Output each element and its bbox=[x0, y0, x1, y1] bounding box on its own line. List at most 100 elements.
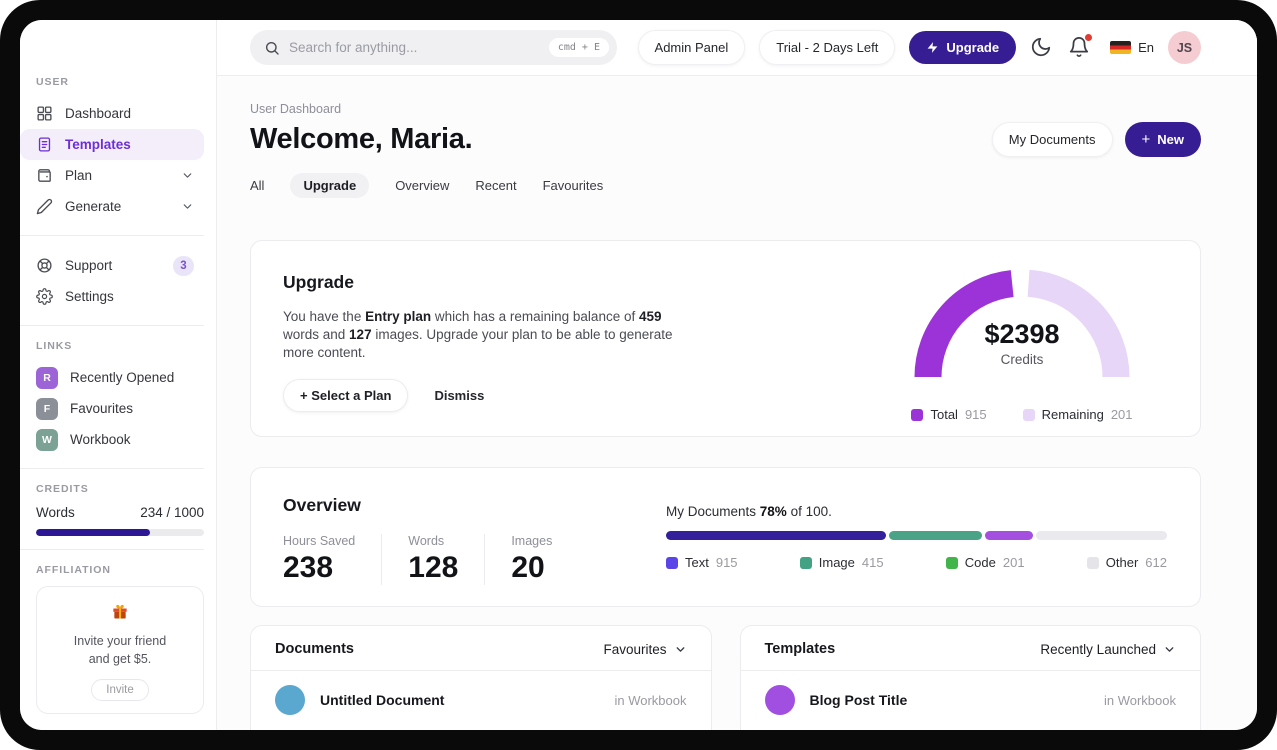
sidebar-link-favourites[interactable]: F Favourites bbox=[20, 393, 204, 424]
stat-hours-saved: Hours Saved 238 bbox=[283, 534, 383, 585]
admin-panel-button[interactable]: Admin Panel bbox=[637, 30, 746, 65]
upgrade-card-body: You have the Entry plan which has a rema… bbox=[283, 309, 673, 360]
dismiss-button[interactable]: Dismiss bbox=[434, 387, 485, 403]
tab-recent[interactable]: Recent bbox=[475, 178, 517, 193]
legend-item-remaining: Remaining 201 bbox=[1022, 407, 1133, 422]
sidebar: USER Dashboard Templates Plan bbox=[20, 20, 217, 730]
search-icon bbox=[264, 40, 280, 56]
legend-swatch bbox=[911, 408, 924, 421]
link-label: Recently Opened bbox=[70, 370, 175, 385]
link-initial-badge: W bbox=[36, 428, 58, 451]
sidebar-item-label: Support bbox=[65, 258, 113, 273]
credits-progress-fill bbox=[36, 529, 151, 536]
tab-bar: All Upgrade Overview Recent Favourites bbox=[250, 173, 1201, 198]
document-list-item[interactable]: Untitled Document in Workbook bbox=[251, 671, 711, 729]
templates-document-icon bbox=[36, 136, 53, 153]
new-button-label: New bbox=[1157, 132, 1184, 147]
bar-segment-code bbox=[985, 531, 1033, 540]
templates-filter-dropdown[interactable]: Recently Launched bbox=[1040, 642, 1176, 657]
main-area: cmd + E Admin Panel Trial - 2 Days Left … bbox=[217, 20, 1257, 730]
notifications-button[interactable] bbox=[1068, 33, 1093, 60]
sidebar-divider bbox=[20, 235, 204, 236]
affiliation-card: Invite your friend and get $5. Invite bbox=[36, 586, 204, 715]
credits-progress-track bbox=[36, 529, 204, 536]
chevron-down-icon bbox=[181, 200, 194, 213]
upgrade-card-title: Upgrade bbox=[283, 272, 354, 292]
tab-all[interactable]: All bbox=[250, 178, 265, 193]
legend-swatch bbox=[1086, 556, 1099, 569]
legend-swatch bbox=[1022, 408, 1035, 421]
tab-upgrade[interactable]: Upgrade bbox=[290, 173, 370, 198]
wallet-icon bbox=[36, 167, 53, 184]
sidebar-item-label: Generate bbox=[65, 199, 122, 214]
pencil-icon bbox=[36, 198, 53, 215]
stat-words: Words 128 bbox=[408, 534, 486, 585]
sidebar-section-affiliation: AFFILIATION bbox=[36, 564, 111, 576]
link-initial-badge: F bbox=[36, 397, 58, 420]
sidebar-item-support[interactable]: Support 3 bbox=[20, 250, 204, 281]
document-location: in Workbook bbox=[614, 692, 687, 708]
sidebar-item-settings[interactable]: Settings bbox=[20, 281, 204, 312]
link-label: Favourites bbox=[70, 401, 134, 416]
moon-icon bbox=[1030, 36, 1052, 60]
trial-badge-button[interactable]: Trial - 2 Days Left bbox=[759, 30, 896, 65]
sidebar-item-templates[interactable]: Templates bbox=[20, 129, 204, 160]
upgrade-button[interactable]: Upgrade bbox=[909, 31, 1017, 64]
gauge-legend: Total 915 Remaining 201 bbox=[911, 407, 1133, 422]
tab-favourites[interactable]: Favourites bbox=[542, 178, 604, 193]
sidebar-item-label: Settings bbox=[65, 289, 114, 304]
language-label: En bbox=[1138, 40, 1154, 55]
templates-card: Templates Recently Launched Blog Post Ti… bbox=[739, 625, 1201, 730]
documents-filter-dropdown[interactable]: Favourites bbox=[603, 642, 686, 657]
sidebar-item-dashboard[interactable]: Dashboard bbox=[20, 98, 204, 129]
credits-gauge-chart: $2398 Credits bbox=[912, 267, 1132, 393]
my-documents-button[interactable]: My Documents bbox=[991, 122, 1113, 157]
breadcrumb: User Dashboard bbox=[250, 102, 342, 116]
sidebar-item-label: Templates bbox=[65, 137, 131, 152]
upgrade-button-label: Upgrade bbox=[946, 40, 1000, 55]
template-title: Blog Post Title bbox=[809, 692, 908, 708]
legend-swatch bbox=[666, 556, 678, 569]
select-plan-button[interactable]: + Select a Plan bbox=[283, 378, 409, 412]
support-count-badge: 3 bbox=[173, 255, 194, 276]
search-bar[interactable]: cmd + E bbox=[250, 30, 617, 65]
bell-icon bbox=[1068, 36, 1090, 60]
sidebar-link-recently-opened[interactable]: R Recently Opened bbox=[20, 362, 204, 393]
dark-mode-toggle[interactable] bbox=[1030, 36, 1054, 60]
overview-card: Overview Hours Saved 238 Words 128 Image… bbox=[250, 467, 1201, 607]
documents-progress-text: My Documents 78% of 100. bbox=[666, 504, 832, 519]
sidebar-item-plan[interactable]: Plan bbox=[20, 160, 204, 191]
bar-segment-text bbox=[666, 531, 887, 540]
content-area: User Dashboard Welcome, Maria. My Docume… bbox=[217, 76, 1257, 730]
new-button[interactable]: + New bbox=[1124, 122, 1201, 157]
template-list-item[interactable]: Blog Post Title in Workbook bbox=[741, 671, 1201, 729]
tab-overview[interactable]: Overview bbox=[395, 178, 450, 193]
user-avatar[interactable]: JS bbox=[1168, 31, 1201, 64]
invite-button[interactable]: Invite bbox=[91, 679, 149, 702]
gauge-remaining-arc bbox=[1027, 269, 1130, 378]
sidebar-link-workbook[interactable]: W Workbook bbox=[20, 424, 204, 455]
sidebar-divider bbox=[20, 468, 204, 469]
legend-swatch bbox=[799, 556, 812, 569]
templates-card-title: Templates bbox=[764, 641, 836, 657]
sidebar-divider bbox=[20, 549, 204, 550]
sidebar-section-credits: CREDITS bbox=[36, 483, 89, 495]
gauge-value: $2398 bbox=[984, 319, 1060, 349]
sidebar-section-user: USER bbox=[36, 76, 69, 88]
sidebar-item-generate[interactable]: Generate bbox=[20, 191, 204, 222]
dashboard-grid-icon bbox=[36, 105, 53, 122]
upgrade-card: Upgrade You have the Entry plan which ha… bbox=[250, 240, 1201, 437]
search-input[interactable] bbox=[289, 40, 549, 55]
bar-segment-image bbox=[889, 531, 983, 540]
legend-item-code: Code 201 bbox=[945, 555, 1025, 570]
documents-card-title: Documents bbox=[275, 641, 354, 657]
legend-item-text: Text 915 bbox=[666, 555, 738, 570]
stat-images: Images 20 bbox=[511, 534, 553, 584]
language-selector[interactable]: En bbox=[1110, 40, 1154, 55]
gear-icon bbox=[36, 288, 53, 305]
template-avatar bbox=[764, 685, 795, 715]
sidebar-item-label: Dashboard bbox=[65, 106, 132, 121]
stacked-bar-legend: Text 915 Image 415 Code 201 bbox=[666, 555, 1167, 570]
affiliation-text: Invite your friend and get $5. bbox=[73, 634, 167, 667]
legend-item-other: Other 612 bbox=[1086, 555, 1167, 570]
